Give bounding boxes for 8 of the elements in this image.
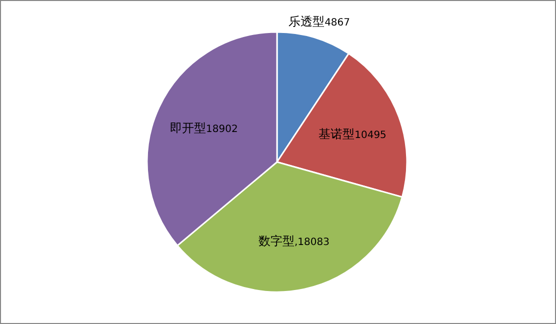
data-label: 18902 [206, 124, 238, 135]
slice-label: 即开型 [170, 120, 206, 135]
slice-label: 乐透型 [288, 14, 325, 28]
slice-label: 数字型 [258, 234, 294, 248]
data-label: 4867 [324, 17, 350, 28]
data-label: 10495 [354, 130, 386, 141]
data-label: ,18083 [294, 236, 330, 248]
slice-label: 基诺型 [318, 126, 355, 141]
